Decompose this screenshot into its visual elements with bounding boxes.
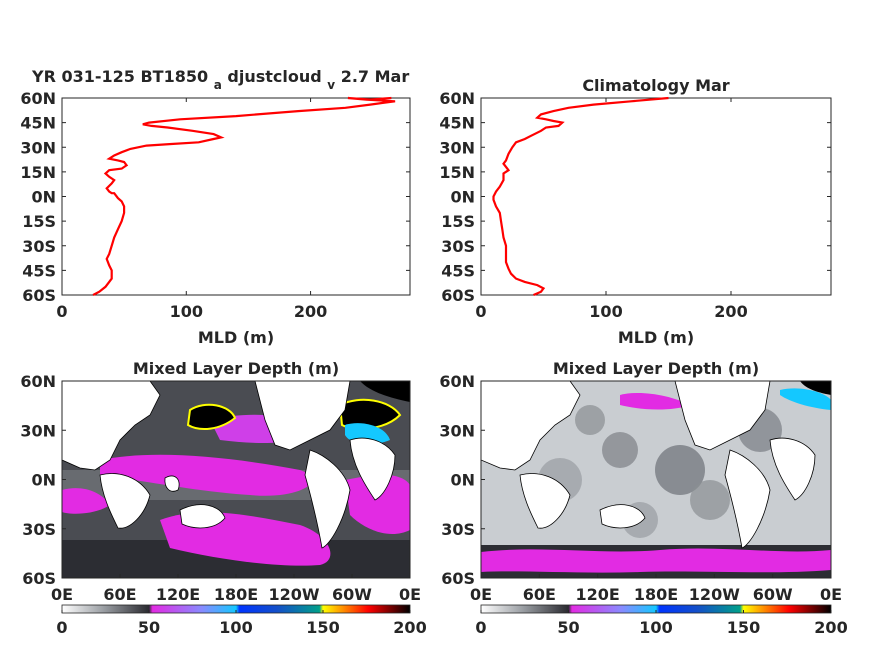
panel3-xtick-label: 180E — [214, 585, 258, 604]
panel2-ytick-label: 60S — [441, 286, 475, 305]
panel2-xlabel: MLD (m) — [618, 328, 694, 347]
panel3-ytick-label: 30S — [22, 520, 56, 539]
panel2-xtick-label: 200 — [714, 302, 747, 321]
panel4-xtick-label: 120E — [576, 585, 620, 604]
panel3-xtick-label: 0E — [51, 585, 73, 604]
panel-climatology-profile: Climatology Mar 60N 45N 30N 15N 0N 15S 30S 45S 6… — [439, 76, 832, 347]
panel1-ytick-label: 45S — [22, 261, 56, 280]
panel3-xtick-label: 60W — [332, 585, 372, 604]
panel4-title: Mixed Layer Depth (m) — [553, 359, 759, 378]
panel2-ytick-label: 15N — [439, 163, 475, 182]
panel3-colorbar-label: 150 — [306, 618, 339, 637]
panel4-ytick-label: 0N — [450, 471, 475, 490]
panel1-xlabel: MLD (m) — [198, 328, 274, 347]
panel1-xtick-label: 100 — [170, 302, 203, 321]
panel2-ytick-label: 15S — [441, 212, 475, 231]
panel3-ytick-label: 0N — [31, 471, 56, 490]
panel1-xtick-label: 200 — [294, 302, 327, 321]
panel4-xtick-label: 0E — [820, 585, 842, 604]
panel4-colorbar-label: 0 — [475, 618, 486, 637]
panel3-colorbar-label: 200 — [393, 618, 426, 637]
panel1-ytick-label: 30N — [20, 138, 56, 157]
panel4-xtick-label: 120W — [689, 585, 740, 604]
panel3-xtick-label: 120W — [268, 585, 319, 604]
panel2-xtick-label: 0 — [475, 302, 486, 321]
panel3-map-field — [62, 381, 410, 578]
panel1-axes-box — [61, 97, 411, 296]
panel2-ytick-label: 60N — [439, 89, 475, 108]
panel1-ytick-label: 0N — [31, 188, 56, 207]
panel2-ytick-label: 30N — [439, 138, 475, 157]
panel4-colorbar-label: 200 — [814, 618, 847, 637]
panel4-xtick-label: 60E — [523, 585, 556, 604]
panel4-colorbar-label: 100 — [639, 618, 672, 637]
panel2-xtick-label: 100 — [589, 302, 622, 321]
panel4-xtick-label: 60W — [753, 585, 793, 604]
panel4-xtick-label: 0E — [470, 585, 492, 604]
panel4-colorbar-label: 150 — [727, 618, 760, 637]
panel-model-profile: YR 031-125 BT1850 a djustcloud v 2.7 Mar… — [20, 67, 411, 347]
panel2-axes-box — [480, 97, 832, 296]
panel4-colorbar-label: 50 — [557, 618, 579, 637]
panel1-ytick-label: 15S — [22, 212, 56, 231]
panel1-mld-line — [92, 96, 396, 296]
panel3-colorbar-label: 0 — [56, 618, 67, 637]
panel2-ytick-label: 30S — [441, 237, 475, 256]
panel2-ytick-label: 0N — [450, 188, 475, 207]
panel1-ytick-label: 45N — [20, 114, 56, 133]
panel4-ytick-label: 60N — [439, 372, 475, 391]
panel2-mld-line — [492, 96, 669, 297]
panel3-ytick-label: 60N — [20, 372, 56, 391]
panel1-ytick-label: 60S — [22, 286, 56, 305]
panel1-title: YR 031-125 BT1850 a djustcloud v 2.7 Mar — [31, 67, 409, 93]
panel3-ytick-label: 60S — [22, 569, 56, 588]
panel1-ytick-label: 30S — [22, 237, 56, 256]
panel1-xtick-label: 0 — [56, 302, 67, 321]
panel3-xtick-label: 120E — [156, 585, 200, 604]
panel2-title: Climatology Mar — [582, 76, 729, 95]
panel-model-map: Mixed Layer Depth (m) — [20, 359, 426, 637]
panel-climatology-map: Mixed Layer Depth (m) 60N 30N 0N 30S 60S 0E 6… — [439, 359, 847, 637]
panel3-colorbar-label: 100 — [219, 618, 252, 637]
panel3-xtick-label: 60E — [103, 585, 136, 604]
panel3-title: Mixed Layer Depth (m) — [133, 359, 339, 378]
panel4-xtick-label: 180E — [634, 585, 678, 604]
panel2-ytick-label: 45N — [439, 114, 475, 133]
panel4-map-field — [481, 381, 831, 578]
panel4-ytick-label: 60S — [441, 569, 475, 588]
panel3-ytick-label: 30N — [20, 421, 56, 440]
panel3-colorbar-label: 50 — [138, 618, 160, 637]
panel2-ytick-label: 45S — [441, 261, 475, 280]
panel4-ytick-label: 30S — [441, 520, 475, 539]
panel1-ytick-label: 60N — [20, 89, 56, 108]
panel1-ytick-label: 15N — [20, 163, 56, 182]
panel4-ytick-label: 30N — [439, 421, 475, 440]
panel3-xtick-label: 0E — [399, 585, 421, 604]
